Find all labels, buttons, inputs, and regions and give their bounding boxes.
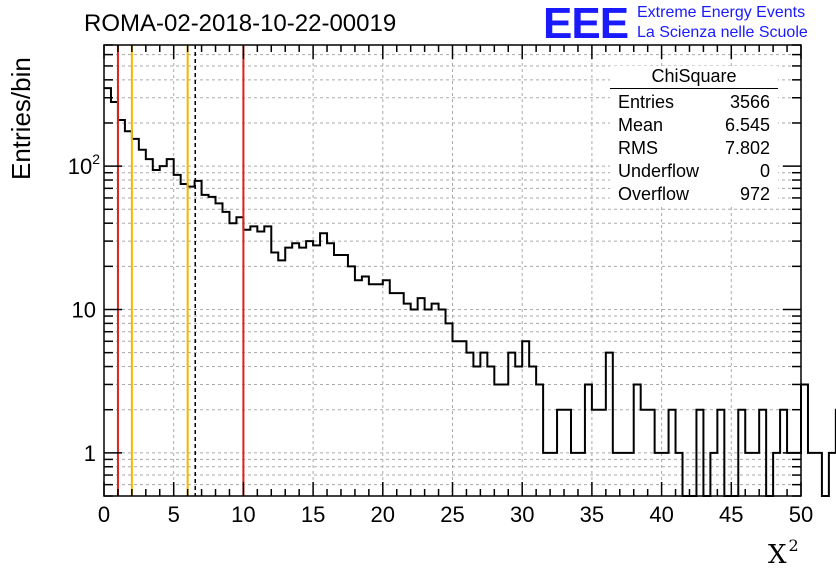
x-tick-label: 45 xyxy=(719,502,743,527)
stats-label: RMS xyxy=(618,138,658,158)
stats-row: Overflow 972 xyxy=(610,183,778,206)
y-tick-label: 102 xyxy=(68,151,100,179)
stats-value: 0 xyxy=(759,161,770,181)
stats-label: Entries xyxy=(618,92,675,112)
x-tick-label: 25 xyxy=(440,502,464,527)
x-tick-label: 10 xyxy=(231,502,255,527)
y-tick-label: 10 xyxy=(72,297,96,322)
tick-labels: 0 5 10 15 20 25 30 35 40 45 50 1 10 102 xyxy=(68,151,814,527)
x-tick-label: 0 xyxy=(98,502,110,527)
stats-label: Underflow xyxy=(618,161,700,181)
stats-value: 972 xyxy=(739,184,770,204)
stats-row: Entries 3566 xyxy=(610,91,778,114)
reference-lines xyxy=(116,45,245,496)
stats-label: Mean xyxy=(618,115,664,135)
x-tick-label: 5 xyxy=(168,502,180,527)
stats-value: 7.802 xyxy=(724,138,770,158)
axis-ticks xyxy=(103,44,802,497)
eee-logo: EEE xyxy=(543,0,629,48)
x-tick-label: 35 xyxy=(580,502,604,527)
x-tick-label: 15 xyxy=(301,502,325,527)
stats-title: ChiSquare xyxy=(610,66,778,89)
logo-line-1: Extreme Energy Events xyxy=(637,4,806,21)
stats-label: Overflow xyxy=(618,184,690,204)
stats-value: 3566 xyxy=(729,92,770,112)
chart-title: ROMA-02-2018-10-22-00019 xyxy=(84,10,397,37)
logo-line-2: La Scienza nelle Scuole xyxy=(637,24,808,41)
x-tick-label: 30 xyxy=(510,502,534,527)
stats-value: 6.545 xyxy=(724,115,770,135)
stats-row: RMS 7.802 xyxy=(610,137,778,160)
x-tick-label: 20 xyxy=(371,502,395,527)
x-tick-label: 50 xyxy=(789,502,813,527)
x-tick-label: 40 xyxy=(649,502,673,527)
y-tick-label: 1 xyxy=(84,441,96,466)
stats-box: ChiSquare Entries 3566 Mean 6.545 RMS 7.802 Un… xyxy=(610,66,778,206)
stats-row: Mean 6.545 xyxy=(610,114,778,137)
y-axis-label: Entries/bin xyxy=(6,57,36,180)
grid xyxy=(104,45,801,496)
stats-row: Underflow 0 xyxy=(610,160,778,183)
